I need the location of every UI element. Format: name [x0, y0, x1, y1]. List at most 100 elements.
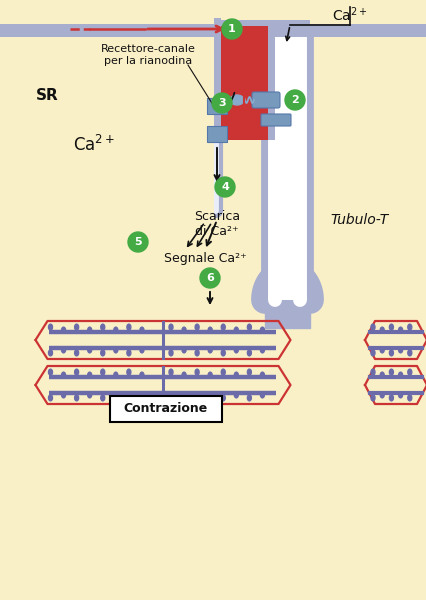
Ellipse shape	[260, 347, 264, 353]
Ellipse shape	[208, 347, 212, 353]
Ellipse shape	[208, 327, 212, 333]
Ellipse shape	[61, 392, 66, 398]
Ellipse shape	[260, 392, 264, 398]
Ellipse shape	[101, 324, 104, 330]
Ellipse shape	[114, 347, 118, 353]
Text: 5: 5	[134, 237, 141, 247]
Ellipse shape	[389, 350, 392, 356]
Ellipse shape	[234, 392, 238, 398]
Ellipse shape	[370, 324, 374, 330]
Ellipse shape	[397, 327, 402, 333]
FancyBboxPatch shape	[242, 19, 268, 46]
Ellipse shape	[407, 350, 411, 356]
Ellipse shape	[247, 324, 251, 330]
Ellipse shape	[101, 350, 104, 356]
Ellipse shape	[407, 324, 411, 330]
Text: Tubulo-T: Tubulo-T	[330, 213, 388, 227]
Ellipse shape	[114, 327, 118, 333]
Ellipse shape	[234, 327, 238, 333]
Ellipse shape	[127, 395, 130, 401]
Ellipse shape	[370, 350, 374, 356]
Ellipse shape	[49, 369, 52, 375]
Ellipse shape	[140, 392, 144, 398]
Ellipse shape	[75, 324, 78, 330]
Ellipse shape	[247, 350, 251, 356]
Ellipse shape	[234, 372, 238, 378]
FancyBboxPatch shape	[251, 92, 279, 108]
Ellipse shape	[127, 324, 130, 330]
Ellipse shape	[61, 327, 66, 333]
Ellipse shape	[114, 372, 118, 378]
Ellipse shape	[140, 372, 144, 378]
Ellipse shape	[75, 369, 78, 375]
Ellipse shape	[169, 350, 173, 356]
Ellipse shape	[127, 369, 130, 375]
Ellipse shape	[247, 369, 251, 375]
Ellipse shape	[75, 350, 78, 356]
Ellipse shape	[49, 350, 52, 356]
Ellipse shape	[221, 324, 225, 330]
Ellipse shape	[370, 369, 374, 375]
Ellipse shape	[397, 372, 402, 378]
Ellipse shape	[230, 95, 243, 105]
Ellipse shape	[127, 350, 130, 356]
Ellipse shape	[379, 327, 383, 333]
Ellipse shape	[181, 372, 186, 378]
Text: Scarica
di Ca²⁺: Scarica di Ca²⁺	[193, 210, 239, 238]
Text: 4: 4	[221, 182, 228, 192]
Ellipse shape	[389, 395, 392, 401]
Ellipse shape	[397, 347, 402, 353]
Ellipse shape	[208, 392, 212, 398]
Text: 2: 2	[291, 95, 298, 105]
Ellipse shape	[181, 347, 186, 353]
FancyBboxPatch shape	[207, 126, 227, 142]
Ellipse shape	[87, 372, 92, 378]
Ellipse shape	[389, 369, 392, 375]
FancyBboxPatch shape	[219, 19, 309, 25]
FancyBboxPatch shape	[260, 114, 290, 126]
Ellipse shape	[407, 369, 411, 375]
Ellipse shape	[101, 369, 104, 375]
Ellipse shape	[140, 327, 144, 333]
FancyBboxPatch shape	[0, 23, 426, 37]
Circle shape	[284, 90, 304, 110]
Text: Segnale Ca²⁺: Segnale Ca²⁺	[163, 252, 246, 265]
FancyBboxPatch shape	[268, 23, 274, 140]
Ellipse shape	[208, 372, 212, 378]
FancyBboxPatch shape	[207, 98, 227, 114]
Text: Ca$^{2+}$: Ca$^{2+}$	[73, 135, 115, 155]
Ellipse shape	[379, 347, 383, 353]
Ellipse shape	[260, 372, 264, 378]
Text: 6: 6	[206, 273, 213, 283]
Ellipse shape	[87, 347, 92, 353]
Ellipse shape	[195, 395, 199, 401]
FancyBboxPatch shape	[110, 396, 222, 422]
Ellipse shape	[247, 395, 251, 401]
Ellipse shape	[140, 347, 144, 353]
Ellipse shape	[195, 350, 199, 356]
Text: 1: 1	[227, 24, 235, 34]
Text: Contrazione: Contrazione	[124, 403, 207, 415]
Ellipse shape	[61, 347, 66, 353]
Ellipse shape	[181, 392, 186, 398]
Ellipse shape	[221, 395, 225, 401]
Text: Recettore-canale
per la rianodina: Recettore-canale per la rianodina	[101, 44, 195, 66]
Ellipse shape	[75, 395, 78, 401]
Text: SR: SR	[36, 88, 59, 103]
Ellipse shape	[397, 392, 402, 398]
Ellipse shape	[370, 395, 374, 401]
Ellipse shape	[407, 395, 411, 401]
Ellipse shape	[379, 392, 383, 398]
Ellipse shape	[49, 395, 52, 401]
Circle shape	[199, 268, 219, 288]
Ellipse shape	[169, 369, 173, 375]
Ellipse shape	[87, 392, 92, 398]
Circle shape	[222, 19, 242, 39]
FancyBboxPatch shape	[213, 17, 221, 140]
FancyBboxPatch shape	[12, 64, 221, 216]
Ellipse shape	[169, 324, 173, 330]
Ellipse shape	[61, 372, 66, 378]
Circle shape	[215, 177, 234, 197]
Ellipse shape	[389, 324, 392, 330]
FancyBboxPatch shape	[271, 37, 303, 300]
